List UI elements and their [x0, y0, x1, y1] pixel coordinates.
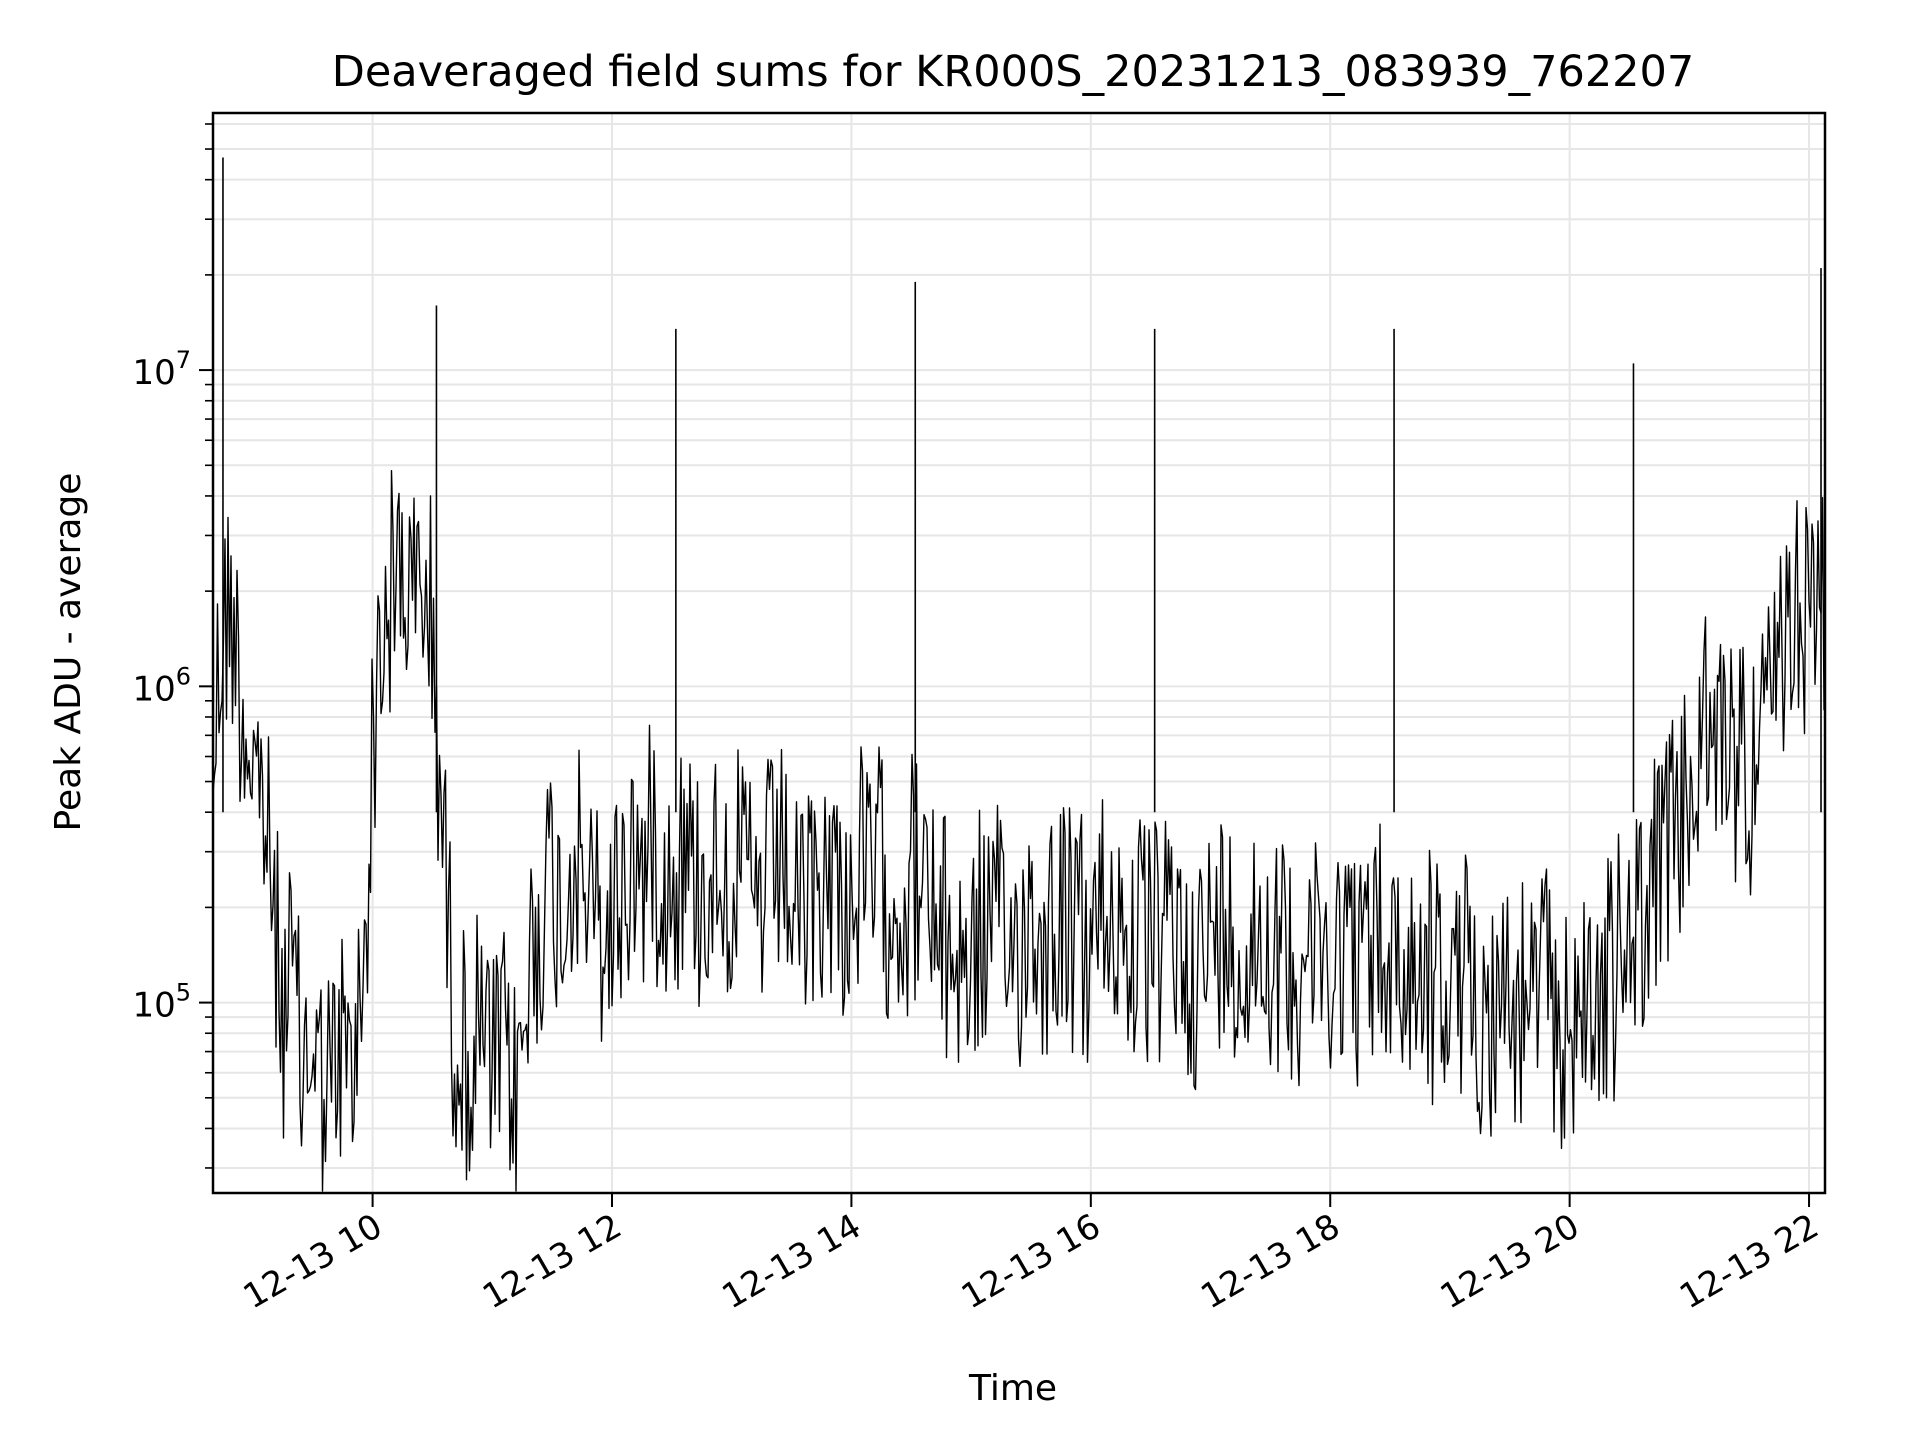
- y-tick-label: 106: [132, 662, 191, 709]
- grid: [213, 113, 1825, 1193]
- x-axis-label: Time: [968, 1368, 1057, 1409]
- y-tick-label: 105: [132, 979, 191, 1026]
- data-area: [212, 157, 1825, 1192]
- y-tick-label: 107: [132, 346, 191, 393]
- chart-title: Deaveraged field sums for KR000S_2023121…: [332, 47, 1695, 97]
- plot-frame: [211, 111, 1827, 1195]
- series-line: [212, 470, 1825, 1192]
- y-axis-label: Peak ADU - average: [48, 473, 89, 832]
